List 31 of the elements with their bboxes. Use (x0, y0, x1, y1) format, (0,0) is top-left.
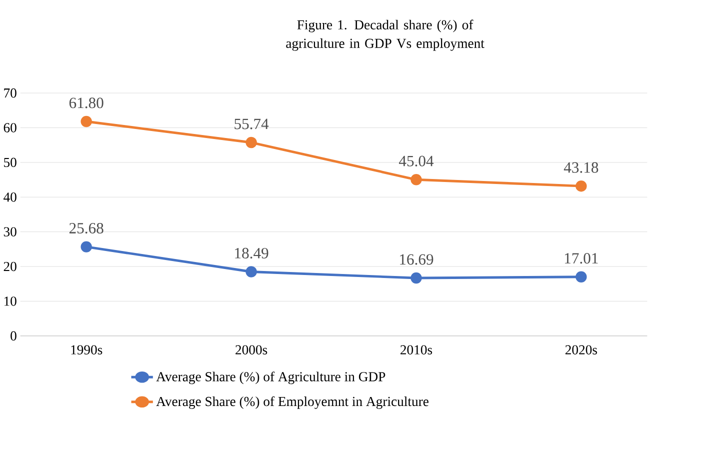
point (246, 266, 257, 278)
data-label: 16.69 (400, 254, 434, 265)
data-label: 43.18 (564, 162, 598, 173)
point (410, 174, 422, 186)
data-label: 55.74 (234, 118, 269, 130)
y-tick-label: 50 (4, 158, 16, 167)
legend-label: Average Share (%) of Employemnt in Agriculture (156, 396, 428, 409)
data-label: 25.68 (69, 222, 104, 234)
point (410, 272, 422, 284)
point (80, 116, 92, 127)
x-tick-label: 2000s (236, 345, 268, 354)
chart-title: Figure 1. Decadal share (%) of agriculture in GDP Vs employment (286, 20, 484, 51)
data-label: 18.49 (235, 248, 268, 258)
x-tick-label: 2020s (565, 345, 597, 354)
point (246, 136, 257, 148)
y-tick-label: 0 (10, 331, 16, 340)
y-tick-label: 30 (4, 227, 16, 236)
y-tick-label: 60 (4, 122, 16, 132)
x-tick-label: 2010s (400, 345, 432, 354)
point (80, 241, 92, 252)
x-tick-label: 1990s (71, 345, 102, 354)
point (576, 180, 587, 192)
data-label: 61.80 (69, 97, 104, 108)
legend-label: Average Share (%) of Agriculture in GDP (156, 371, 386, 384)
y-tick-label: 20 (4, 262, 16, 271)
data-label: 17.01 (564, 252, 598, 264)
data-label: 45.04 (398, 156, 434, 166)
y-tick-label: 70 (4, 88, 16, 98)
y-tick-label: 10 (4, 296, 16, 306)
y-tick-label: 40 (4, 192, 16, 202)
point (576, 271, 587, 282)
